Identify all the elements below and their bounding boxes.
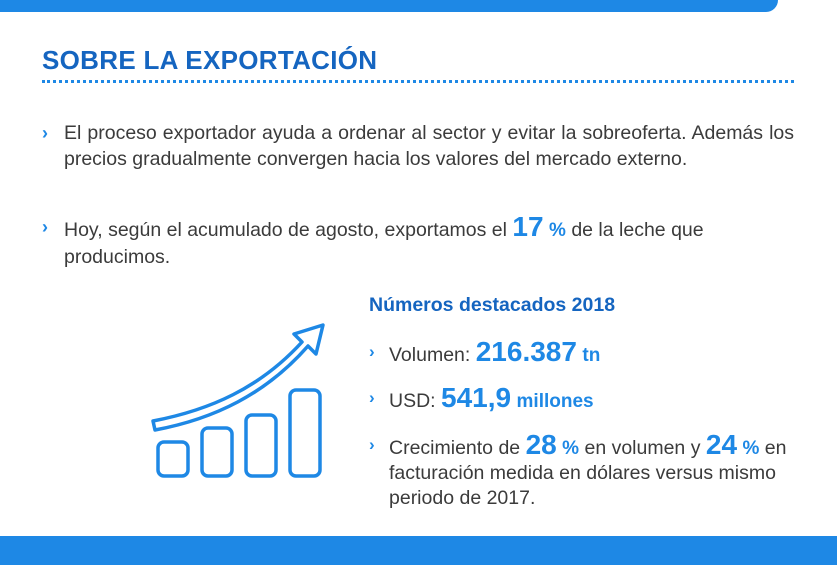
page-title: SOBRE LA EXPORTACIÓN [42, 45, 378, 75]
top-banner-bar [0, 0, 778, 12]
stat-growth-post: en facturación medida en dólares versus … [389, 437, 787, 509]
bullet-export-share: › Hoy, según el acumulado de agosto, exp… [42, 211, 794, 270]
stat-volume-text: Volumen: 216.387 tn [389, 336, 601, 368]
stats-heading: Números destacados 2018 [369, 294, 616, 316]
stat-volume-value: 216.387 [475, 336, 577, 367]
stat-usd-unit: millones [516, 391, 594, 412]
chevron-right-icon: › [369, 435, 375, 454]
chart-bar-3 [244, 413, 278, 478]
bullet-export-process: › El proceso exportador ayuda a ordenar … [42, 120, 794, 172]
bullet-text-pre: Hoy, según el acumulado de agosto, expor… [64, 219, 507, 241]
stat-usd: › USD: 541,9 millones [369, 382, 594, 414]
stat-growth-revenue-value: 24 [705, 429, 738, 460]
chevron-right-icon: › [42, 123, 48, 143]
bottom-banner-bar [0, 536, 837, 565]
growth-chart-icon [151, 323, 325, 478]
stat-growth-mid: en volumen y [584, 437, 701, 459]
chevron-right-icon: › [369, 342, 375, 361]
title-divider [42, 80, 794, 83]
percent-sign: % [549, 220, 566, 241]
stat-volume-unit: tn [582, 345, 601, 366]
stat-growth-volume-value: 28 [525, 429, 557, 460]
bullet-text: Hoy, según el acumulado de agosto, expor… [64, 211, 794, 270]
chevron-right-icon: › [42, 217, 48, 237]
stat-usd-text: USD: 541,9 millones [389, 382, 594, 414]
chart-bar-4 [288, 388, 322, 478]
stat-growth: › Crecimiento de 28 % en volumen y 24 % … [369, 429, 799, 511]
chart-bar-2 [200, 426, 234, 478]
chevron-right-icon: › [369, 388, 375, 407]
stat-growth-pre: Crecimiento de [389, 437, 521, 459]
chart-bar-1 [156, 440, 190, 478]
stat-usd-label: USD: [389, 390, 436, 412]
stat-usd-value: 541,9 [441, 382, 512, 413]
stat-volume-label: Volumen: [389, 344, 471, 366]
stat-volume: › Volumen: 216.387 tn [369, 336, 601, 368]
stat-growth-text: Crecimiento de 28 % en volumen y 24 % en… [389, 429, 799, 511]
percent-sign: % [742, 438, 760, 459]
percent-sign: % [562, 438, 580, 459]
bullet-text: El proceso exportador ayuda a ordenar al… [64, 122, 794, 170]
export-percent-value: 17 [512, 211, 544, 242]
bullet-text-post: de la leche que producimos. [64, 219, 704, 268]
growth-arrow [151, 323, 325, 432]
